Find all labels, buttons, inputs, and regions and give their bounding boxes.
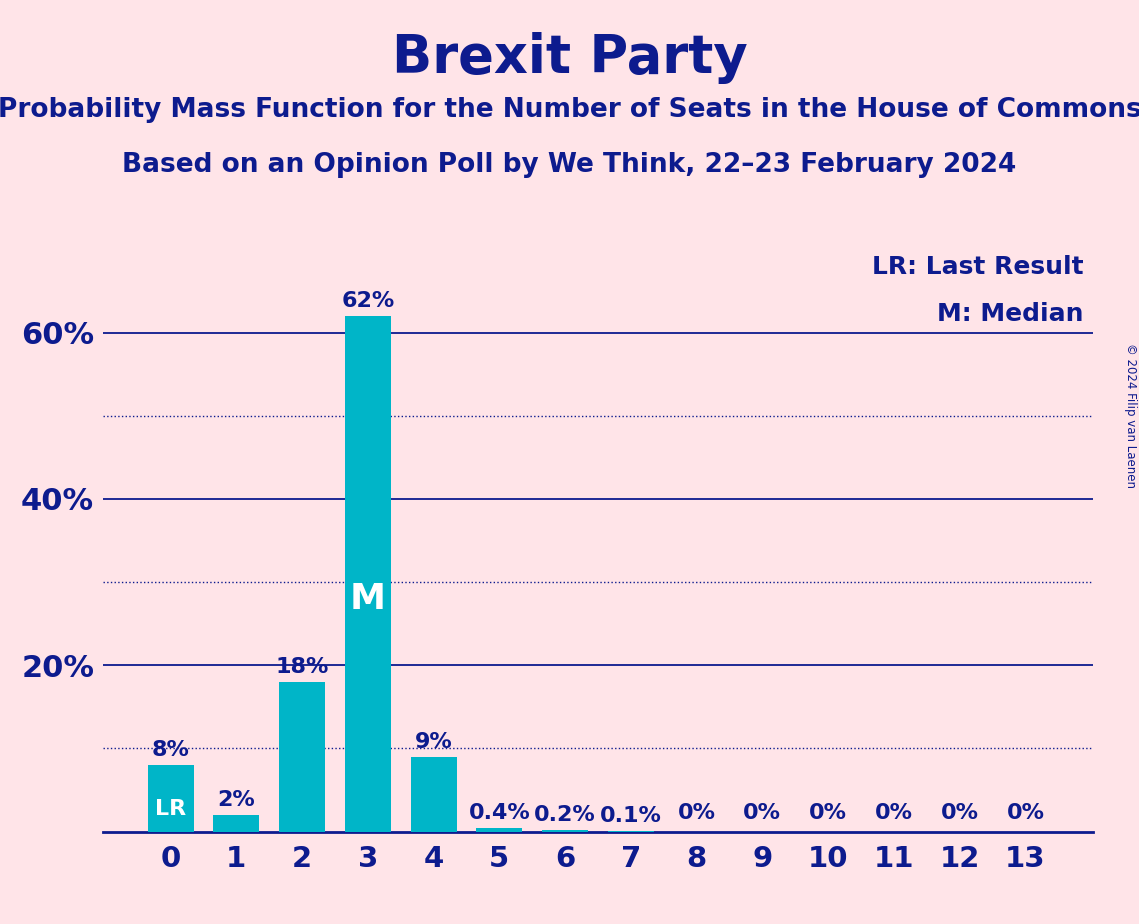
Text: LR: Last Result: LR: Last Result bbox=[872, 255, 1083, 279]
Bar bbox=[542, 830, 588, 832]
Text: 0%: 0% bbox=[941, 803, 978, 823]
Bar bbox=[148, 765, 194, 832]
Bar bbox=[345, 316, 391, 832]
Bar bbox=[279, 682, 325, 832]
Bar bbox=[410, 757, 457, 832]
Text: Based on an Opinion Poll by We Think, 22–23 February 2024: Based on an Opinion Poll by We Think, 22… bbox=[122, 152, 1017, 178]
Text: 0.2%: 0.2% bbox=[534, 805, 596, 825]
Text: Probability Mass Function for the Number of Seats in the House of Commons: Probability Mass Function for the Number… bbox=[0, 97, 1139, 123]
Bar bbox=[213, 815, 260, 832]
Text: 0%: 0% bbox=[1007, 803, 1044, 823]
Text: © 2024 Filip van Laenen: © 2024 Filip van Laenen bbox=[1124, 344, 1137, 488]
Text: 8%: 8% bbox=[151, 740, 189, 760]
Text: 62%: 62% bbox=[342, 291, 394, 311]
Text: M: Median: M: Median bbox=[937, 302, 1083, 326]
Text: 0%: 0% bbox=[744, 803, 781, 823]
Text: 9%: 9% bbox=[415, 732, 452, 752]
Text: 18%: 18% bbox=[276, 657, 329, 677]
Text: 2%: 2% bbox=[218, 790, 255, 810]
Text: 0%: 0% bbox=[875, 803, 912, 823]
Bar bbox=[476, 828, 523, 832]
Text: 0.4%: 0.4% bbox=[468, 803, 531, 823]
Text: 0%: 0% bbox=[678, 803, 715, 823]
Text: 0.1%: 0.1% bbox=[600, 806, 662, 826]
Text: M: M bbox=[350, 582, 386, 615]
Text: 0%: 0% bbox=[809, 803, 847, 823]
Text: LR: LR bbox=[155, 799, 186, 819]
Text: Brexit Party: Brexit Party bbox=[392, 32, 747, 84]
